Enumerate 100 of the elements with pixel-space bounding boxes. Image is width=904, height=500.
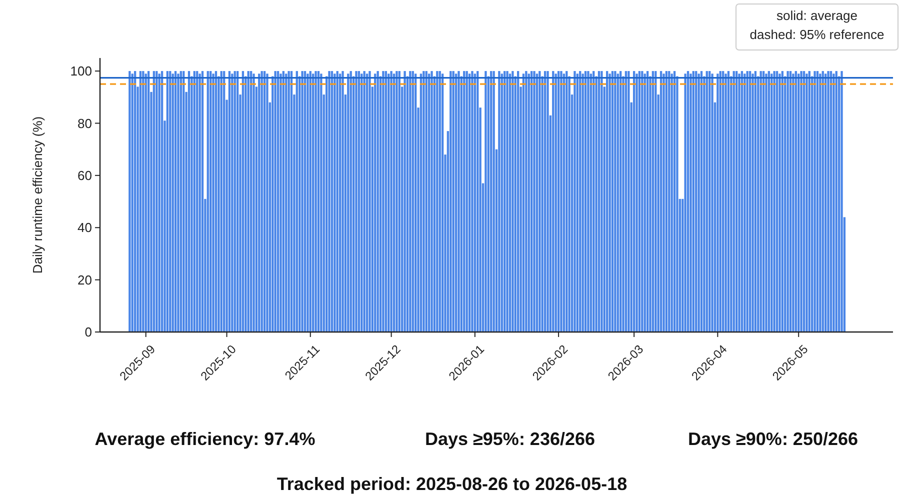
bar	[231, 74, 234, 332]
bar	[686, 71, 690, 332]
bar	[484, 71, 487, 332]
bar	[347, 74, 350, 332]
bar	[508, 74, 512, 332]
bar	[201, 71, 204, 332]
bar	[668, 71, 670, 332]
bar	[512, 71, 514, 332]
bar	[368, 71, 371, 332]
bar	[598, 71, 600, 332]
bar	[835, 71, 838, 332]
bar	[616, 74, 619, 332]
bar	[471, 71, 474, 332]
bar	[242, 71, 244, 332]
text: Average efficiency: 97.4%	[94, 429, 316, 449]
bar	[808, 71, 810, 332]
bar	[606, 71, 608, 332]
bar	[336, 71, 338, 332]
bar	[773, 71, 776, 332]
bar	[398, 71, 400, 332]
bar	[708, 71, 711, 332]
bar	[276, 71, 280, 332]
bar	[290, 71, 293, 332]
bar	[466, 71, 468, 332]
bar	[692, 71, 694, 332]
bar	[252, 74, 255, 332]
bar	[533, 71, 536, 332]
bar	[781, 71, 784, 332]
bar	[816, 71, 819, 332]
bar	[342, 71, 344, 332]
bar	[546, 71, 549, 332]
bar	[792, 74, 794, 332]
bar	[404, 71, 406, 332]
bar	[566, 71, 568, 332]
bar	[819, 74, 822, 332]
y-tick-label: 60	[78, 168, 92, 183]
bar	[673, 71, 676, 332]
bar	[468, 74, 471, 332]
bar	[690, 74, 692, 332]
bar	[320, 74, 322, 332]
bar	[830, 71, 832, 332]
bar	[789, 71, 792, 332]
bar	[355, 71, 358, 332]
bar	[824, 74, 827, 332]
bar	[156, 71, 158, 332]
bar	[142, 71, 144, 332]
bar	[334, 74, 336, 332]
bar	[450, 71, 452, 332]
bar	[768, 71, 770, 332]
bar	[719, 71, 722, 332]
bar	[382, 71, 384, 332]
bar	[802, 71, 806, 332]
bar	[144, 74, 147, 332]
bar	[266, 74, 268, 332]
bar	[525, 71, 528, 332]
bar	[517, 71, 520, 332]
bar	[490, 71, 492, 332]
text: dashed: 95% reference	[750, 27, 884, 42]
bar	[166, 71, 169, 332]
bar	[258, 74, 260, 332]
bar	[134, 71, 136, 332]
bar	[641, 71, 644, 332]
bar	[576, 74, 578, 332]
bar	[158, 74, 160, 332]
bar	[727, 71, 730, 332]
bar	[806, 74, 808, 332]
bar	[147, 71, 150, 332]
bar	[280, 74, 282, 332]
bar	[306, 74, 309, 332]
bar	[222, 71, 226, 332]
bar	[752, 74, 754, 332]
bar	[840, 71, 843, 332]
bar	[652, 71, 654, 332]
bar	[363, 71, 366, 332]
bar	[452, 71, 454, 332]
bar	[619, 71, 622, 332]
bar	[412, 71, 414, 332]
bar	[748, 71, 752, 332]
bar	[722, 71, 724, 332]
text: Days ≥95%: 236/266	[425, 429, 595, 449]
y-tick-label: 40	[78, 220, 92, 236]
y-tick-label: 80	[78, 116, 92, 131]
bar	[296, 71, 298, 332]
bar	[592, 71, 595, 332]
bar	[732, 71, 735, 332]
bar	[522, 74, 525, 332]
bar	[760, 71, 762, 332]
bar	[169, 71, 172, 332]
bar	[746, 71, 748, 332]
bar	[366, 74, 368, 332]
bar	[312, 74, 314, 332]
bar	[131, 74, 134, 332]
bar	[735, 71, 738, 332]
bar	[814, 71, 816, 332]
bar	[376, 71, 379, 332]
bar	[636, 74, 638, 332]
bar	[530, 71, 533, 332]
bar	[778, 74, 781, 332]
bar	[317, 71, 320, 332]
bar	[740, 71, 744, 332]
